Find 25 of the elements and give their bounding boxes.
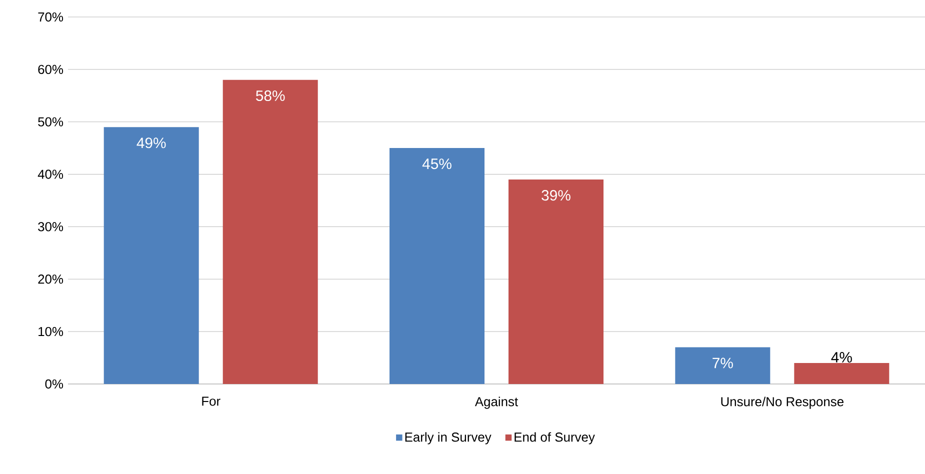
data-label: 39% [542, 190, 570, 201]
y-tick-label: 70% [38, 12, 64, 22]
y-tick-label: 40% [38, 170, 64, 179]
y-tick-label: 60% [38, 64, 64, 74]
legend-label: Early in Survey [405, 432, 492, 444]
data-label: 4% [831, 352, 852, 363]
y-tick-label: 10% [38, 326, 64, 336]
y-tick-label: 20% [38, 274, 64, 284]
bar [104, 127, 199, 384]
data-label: 7% [712, 358, 733, 368]
data-label: 45% [422, 158, 452, 170]
data-label: 49% [136, 138, 166, 148]
bar [390, 148, 485, 384]
bar [675, 347, 770, 384]
bar [222, 80, 318, 384]
legend-label: End of Survey [514, 432, 595, 444]
x-tick-label: Against [474, 396, 518, 409]
bar [794, 363, 890, 384]
y-tick-label: 0% [45, 379, 64, 389]
x-tick-label: Unsure/No Response [721, 396, 844, 409]
y-tick-label: 50% [38, 117, 64, 126]
bar [508, 180, 604, 384]
y-tick-label: 30% [38, 222, 64, 232]
x-tick-label: For [202, 396, 220, 406]
data-label: 58% [256, 90, 285, 101]
